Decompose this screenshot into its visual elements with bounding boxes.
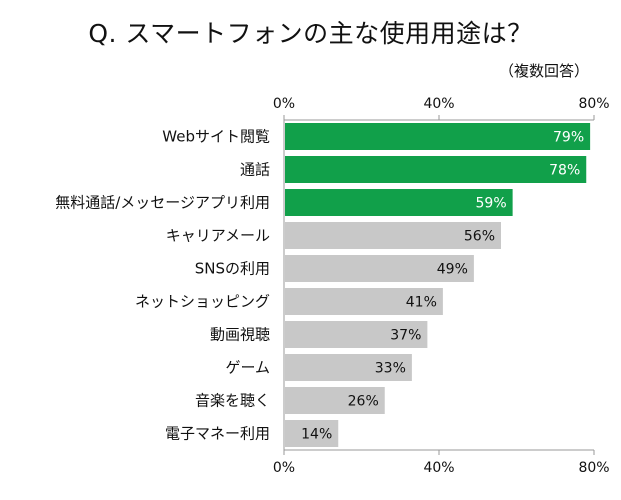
top-tick-label: 80% <box>578 96 609 112</box>
bottom-tick-label: 0% <box>273 460 295 476</box>
data-label: 78% <box>549 163 580 179</box>
data-label: 79% <box>553 130 584 146</box>
category-label: 電子マネー利用 <box>165 425 270 443</box>
bar <box>285 156 587 183</box>
data-label: 56% <box>464 229 495 245</box>
data-label: 59% <box>476 196 507 212</box>
category-label: 動画視聴 <box>210 326 270 344</box>
category-label: 通話 <box>240 161 270 179</box>
data-label: 41% <box>406 295 437 311</box>
data-label: 49% <box>437 262 468 278</box>
bar <box>285 123 591 150</box>
category-label: Webサイト閲覧 <box>162 128 270 146</box>
category-label: 無料通話/メッセージアプリ利用 <box>55 194 270 212</box>
category-label: ゲーム <box>225 359 270 377</box>
bar <box>285 222 501 249</box>
category-label: SNSの利用 <box>195 260 270 278</box>
bottom-tick-label: 40% <box>423 460 454 476</box>
category-label: ネットショッピング <box>135 293 270 311</box>
bottom-tick-label: 80% <box>578 460 609 476</box>
category-label: キャリアメール <box>166 227 270 245</box>
bar <box>285 288 443 315</box>
data-label: 14% <box>301 427 332 443</box>
bar <box>285 321 428 348</box>
category-label: 音楽を聴く <box>195 392 270 410</box>
top-tick-label: 40% <box>423 96 454 112</box>
chart-title: Q. スマートフォンの主な使用用途は？ <box>88 19 533 48</box>
bar <box>285 354 412 381</box>
bar <box>285 189 513 216</box>
bar <box>285 255 474 282</box>
data-label: 26% <box>348 394 379 410</box>
bar <box>285 420 339 447</box>
chart-subtitle: （複数回答） <box>498 62 589 80</box>
top-tick-label: 0% <box>273 96 295 112</box>
bar <box>285 387 385 414</box>
data-label: 33% <box>375 361 406 377</box>
data-label: 37% <box>390 328 421 344</box>
